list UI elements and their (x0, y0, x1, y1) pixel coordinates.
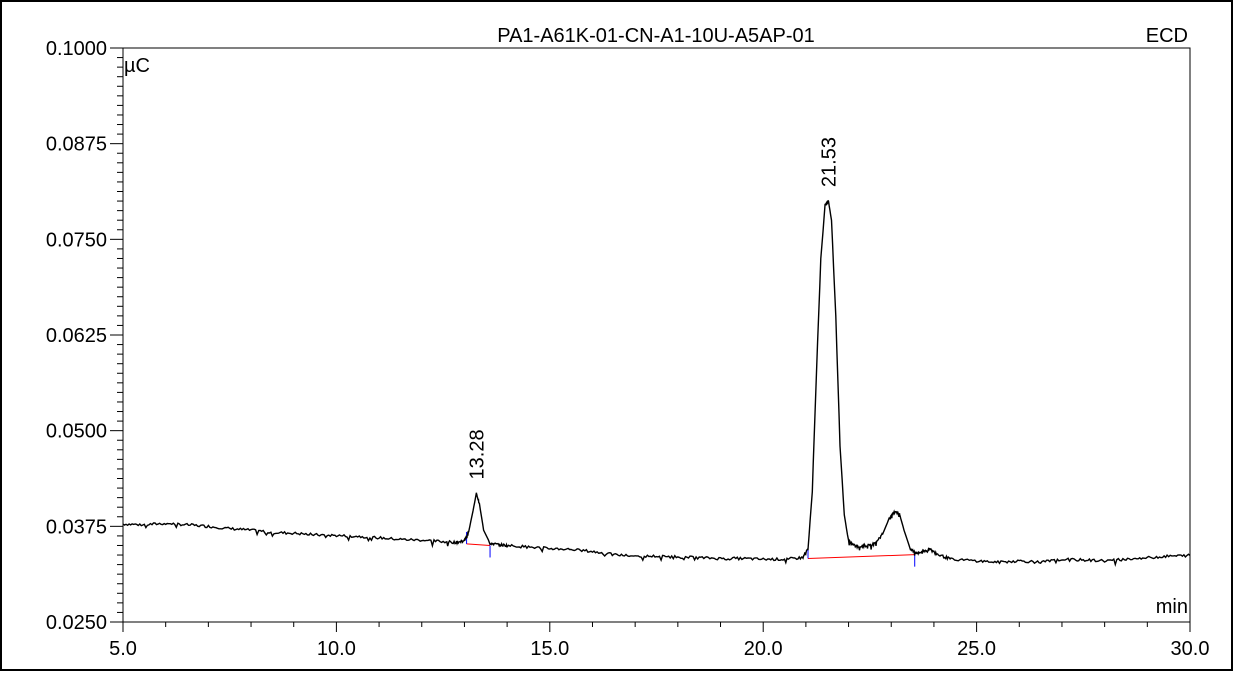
chart-title: PA1-A61K-01-CN-A1-10U-A5AP-01 (497, 25, 815, 47)
peak-baseline (466, 543, 491, 546)
x-tick-label: 5.0 (109, 638, 137, 660)
y-tick-label: 0.0250 (46, 612, 107, 634)
y-tick-label: 0.0625 (46, 325, 107, 347)
y-tick-label: 0.0500 (46, 421, 107, 443)
x-tick-label: 25.0 (957, 638, 996, 660)
peak-baselines (466, 531, 916, 567)
y-tick-label: 0.0375 (46, 516, 107, 538)
axes: 0.0250 0.0375 0.0500 0.0625 0.0750 0.0875 0.10… (46, 38, 1210, 660)
x-tick-label: 15.0 (530, 638, 569, 660)
x-tick-label: 20.0 (744, 638, 783, 660)
peak-label: 13.28 (466, 429, 488, 479)
peak-labels: 13.28 21.53 (466, 137, 840, 479)
peak-baseline (807, 554, 915, 559)
y-tick-label: 0.0875 (46, 134, 107, 156)
x-axis-unit: min (1156, 596, 1188, 618)
chromatogram-trace (122, 199, 1191, 567)
y-axis-unit: µC (124, 55, 150, 77)
x-tick-label: 30.0 (1171, 638, 1210, 660)
x-tick-label: 10.0 (317, 638, 356, 660)
detector-label: ECD (1146, 25, 1188, 47)
y-tick-label: 0.0750 (46, 229, 107, 251)
peak-label: 21.53 (819, 137, 841, 187)
y-tick-label: 0.1000 (46, 38, 107, 60)
